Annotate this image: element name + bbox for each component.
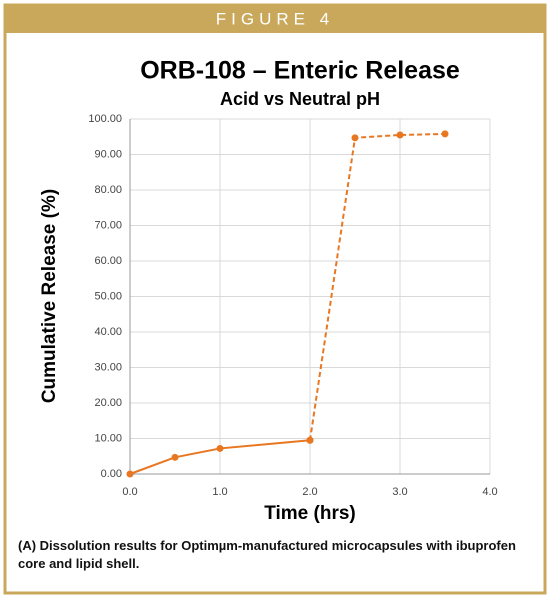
y-tick-label: 50.00 — [94, 290, 122, 302]
x-tick-label: 2.0 — [302, 486, 317, 498]
caption: (A) Dissolution results for Optimµm-manu… — [18, 538, 516, 571]
frame — [3, 3, 547, 595]
point — [441, 130, 449, 138]
chart-title: ORB-108 – Enteric Release — [140, 57, 460, 85]
point — [216, 444, 224, 452]
y-tick-label: 40.00 — [94, 326, 122, 338]
x-tick-label: 3.0 — [392, 486, 407, 498]
point — [126, 470, 134, 478]
y-tick-label: 20.00 — [94, 397, 122, 409]
y-tick-label: 70.00 — [94, 219, 122, 231]
x-axis-label: Time (hrs) — [264, 503, 356, 524]
chart-subtitle: Acid vs Neutral pH — [220, 89, 380, 109]
y-tick-label: 90.00 — [94, 148, 122, 160]
y-axis-label: Cumulative Release (%) — [39, 189, 60, 403]
y-tick-label: 30.00 — [94, 361, 122, 373]
y-tick-label: 0.00 — [101, 468, 122, 480]
x-tick-label: 4.0 — [482, 486, 497, 498]
x-tick-label: 1.0 — [212, 486, 227, 498]
point — [306, 436, 314, 444]
x-tick-label: 0.0 — [122, 486, 137, 498]
header-band — [5, 5, 545, 33]
point — [396, 131, 404, 139]
series-line — [309, 132, 446, 441]
y-tick-label: 100.00 — [88, 113, 122, 125]
point — [351, 134, 359, 142]
y-tick-label: 60.00 — [94, 255, 122, 267]
y-tick-label: 10.00 — [94, 432, 122, 444]
point — [171, 453, 179, 461]
figure-label: FIGURE 4 — [216, 9, 334, 28]
series-line — [129, 439, 311, 475]
y-tick-label: 80.00 — [94, 184, 122, 196]
